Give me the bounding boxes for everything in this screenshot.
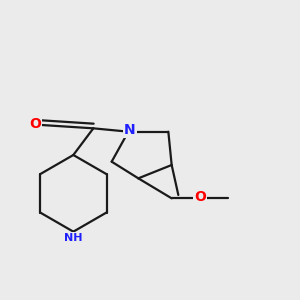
Text: N: N: [124, 123, 136, 137]
Text: O: O: [29, 117, 41, 131]
Text: O: O: [194, 190, 206, 204]
Text: NH: NH: [64, 233, 83, 243]
